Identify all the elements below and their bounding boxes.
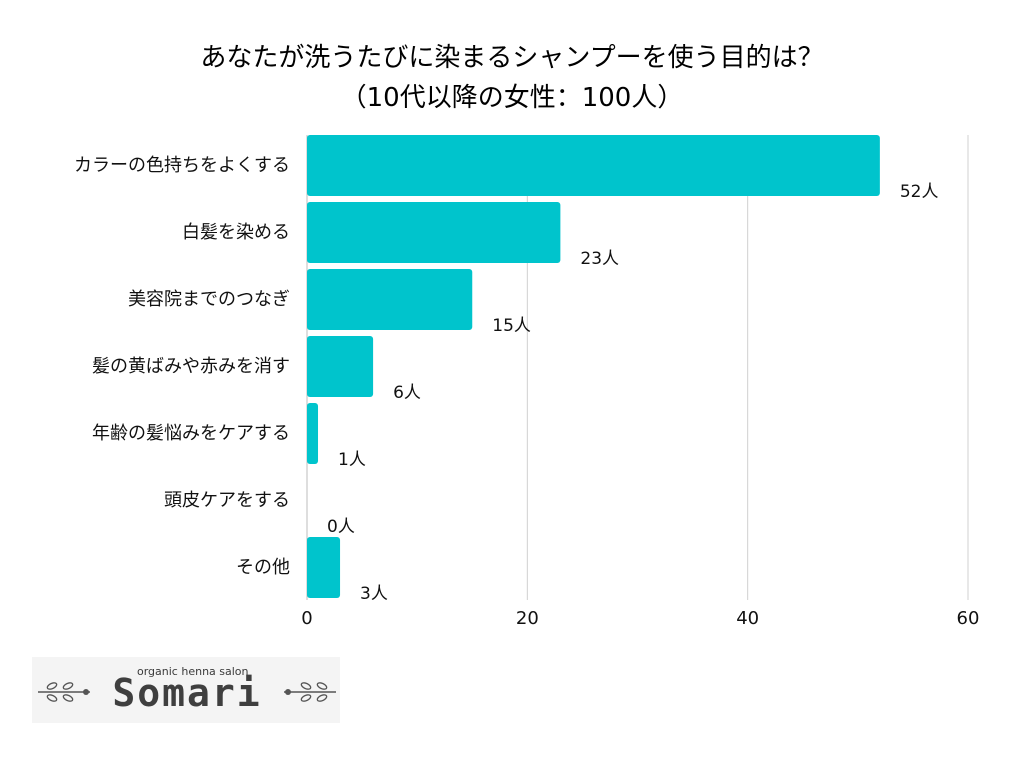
bar-1 [307, 202, 561, 263]
category-label-5: 頭皮ケアをする [164, 490, 290, 511]
right-sprig-icon [284, 682, 336, 702]
bar-4 [307, 403, 319, 464]
category-label-3: 髪の黄ばみや赤みを消す [92, 355, 290, 377]
category-label-0: カラーの色持ちをよくする [74, 155, 290, 176]
chart-title-line1: あなたが洗うたびに染まるシャンプーを使う目的は？ [200, 43, 824, 73]
value-label-1: 23人 [580, 249, 619, 269]
value-label-3: 6人 [393, 383, 421, 403]
value-label-5: 0人 [327, 517, 355, 537]
logo-tagline: organic henna salon [137, 665, 249, 678]
bar-0 [307, 135, 880, 196]
value-label-0: 52人 [900, 182, 939, 202]
value-label-6: 3人 [360, 584, 388, 604]
logo-wordmark: Somari [112, 671, 262, 715]
value-label-4: 1人 [338, 450, 366, 470]
bar-6 [307, 537, 341, 598]
category-label-2: 美容院までのつなぎ [128, 289, 290, 310]
category-label-1: 白髪を染める [182, 221, 290, 243]
x-tick-label-40: 40 [736, 608, 759, 629]
left-sprig-icon [38, 682, 90, 702]
chart-title-line2: （10代以降の女性：100人） [340, 83, 684, 113]
x-tick-label-0: 0 [301, 608, 312, 629]
x-tick-label-60: 60 [957, 608, 980, 629]
category-label-4: 年齢の髪悩みをケアする [92, 422, 290, 444]
value-label-2: 15人 [492, 316, 531, 336]
somari-logo: organic henna salon Somari [32, 657, 340, 723]
bar-2 [307, 269, 473, 330]
x-tick-label-20: 20 [516, 608, 539, 629]
chart-title: あなたが洗うたびに染まるシャンプーを使う目的は？ （10代以降の女性：100人） [0, 38, 1024, 118]
category-label-6: その他 [236, 557, 290, 578]
bar-3 [307, 336, 374, 397]
